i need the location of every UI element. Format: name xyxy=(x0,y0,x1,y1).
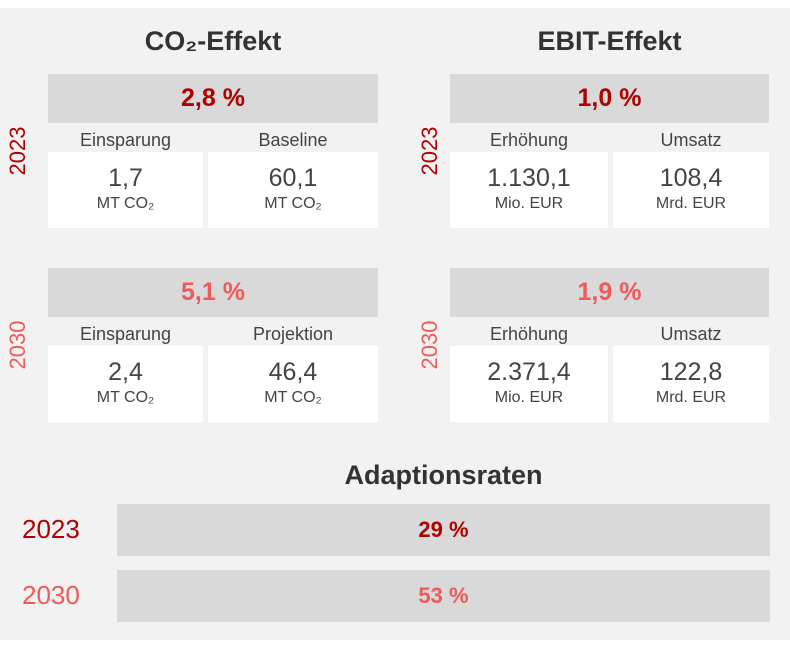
year-label: 2023 xyxy=(417,126,442,176)
year-label: 2030 xyxy=(22,580,80,610)
item-unit: Mrd. EUR xyxy=(655,389,727,406)
item-label: Umsatz xyxy=(660,130,722,150)
year-label: 2030 xyxy=(5,320,30,370)
year-label: 2023 xyxy=(5,126,30,176)
item-value: 2,4 xyxy=(108,358,143,386)
item-unit: MT CO₂ xyxy=(96,389,155,406)
headline-bar: 2,8 % xyxy=(48,74,378,123)
item-label: Einsparung xyxy=(79,130,172,150)
item-label: Erhöhung xyxy=(489,324,569,344)
value-cell: 1,7 MT CO₂ xyxy=(48,152,203,228)
item-value: 122,8 xyxy=(659,358,723,386)
adoption-bar: 29 % xyxy=(117,504,770,556)
item-value: 1.130,1 xyxy=(487,164,571,192)
item-value: 2.371,4 xyxy=(487,358,571,386)
item-label: Einsparung xyxy=(79,324,172,344)
item-label: Erhöhung xyxy=(489,130,569,150)
value-cell: 1.130,1 Mio. EUR xyxy=(450,152,608,228)
value-cell: 122,8 Mrd. EUR xyxy=(613,346,769,422)
item-value: 1,7 xyxy=(108,164,143,192)
item-label: Baseline xyxy=(258,130,328,150)
item-unit: Mio. EUR xyxy=(494,195,564,212)
adoption-bar: 53 % xyxy=(117,570,770,622)
value-cell: 108,4 Mrd. EUR xyxy=(613,152,769,228)
value-cell: 46,4 MT CO₂ xyxy=(208,346,378,422)
value-cell: 2.371,4 Mio. EUR xyxy=(450,346,608,422)
year-label: 2023 xyxy=(22,514,80,544)
item-unit: MT CO₂ xyxy=(96,195,155,212)
item-value: 46,4 xyxy=(268,358,318,386)
item-unit: Mio. EUR xyxy=(494,389,564,406)
section-title: Adaptionsraten xyxy=(344,460,543,490)
value-cell: 60,1 MT CO₂ xyxy=(208,152,378,228)
value-cell: 2,4 MT CO₂ xyxy=(48,346,203,422)
section-title: EBIT-Effekt xyxy=(537,26,682,56)
item-label: Projektion xyxy=(252,324,334,344)
item-value: 60,1 xyxy=(268,164,318,192)
item-unit: Mrd. EUR xyxy=(655,195,727,212)
item-unit: MT CO₂ xyxy=(264,389,322,406)
item-value: 108,4 xyxy=(659,164,723,192)
year-label: 2030 xyxy=(417,320,442,370)
section-title: CO₂-Effekt xyxy=(144,26,282,56)
item-unit: MT CO₂ xyxy=(264,195,322,212)
headline-bar: 1,0 % xyxy=(450,74,769,123)
item-label: Umsatz xyxy=(660,324,722,344)
headline-bar: 1,9 % xyxy=(450,268,769,317)
headline-bar: 5,1 % xyxy=(48,268,378,317)
